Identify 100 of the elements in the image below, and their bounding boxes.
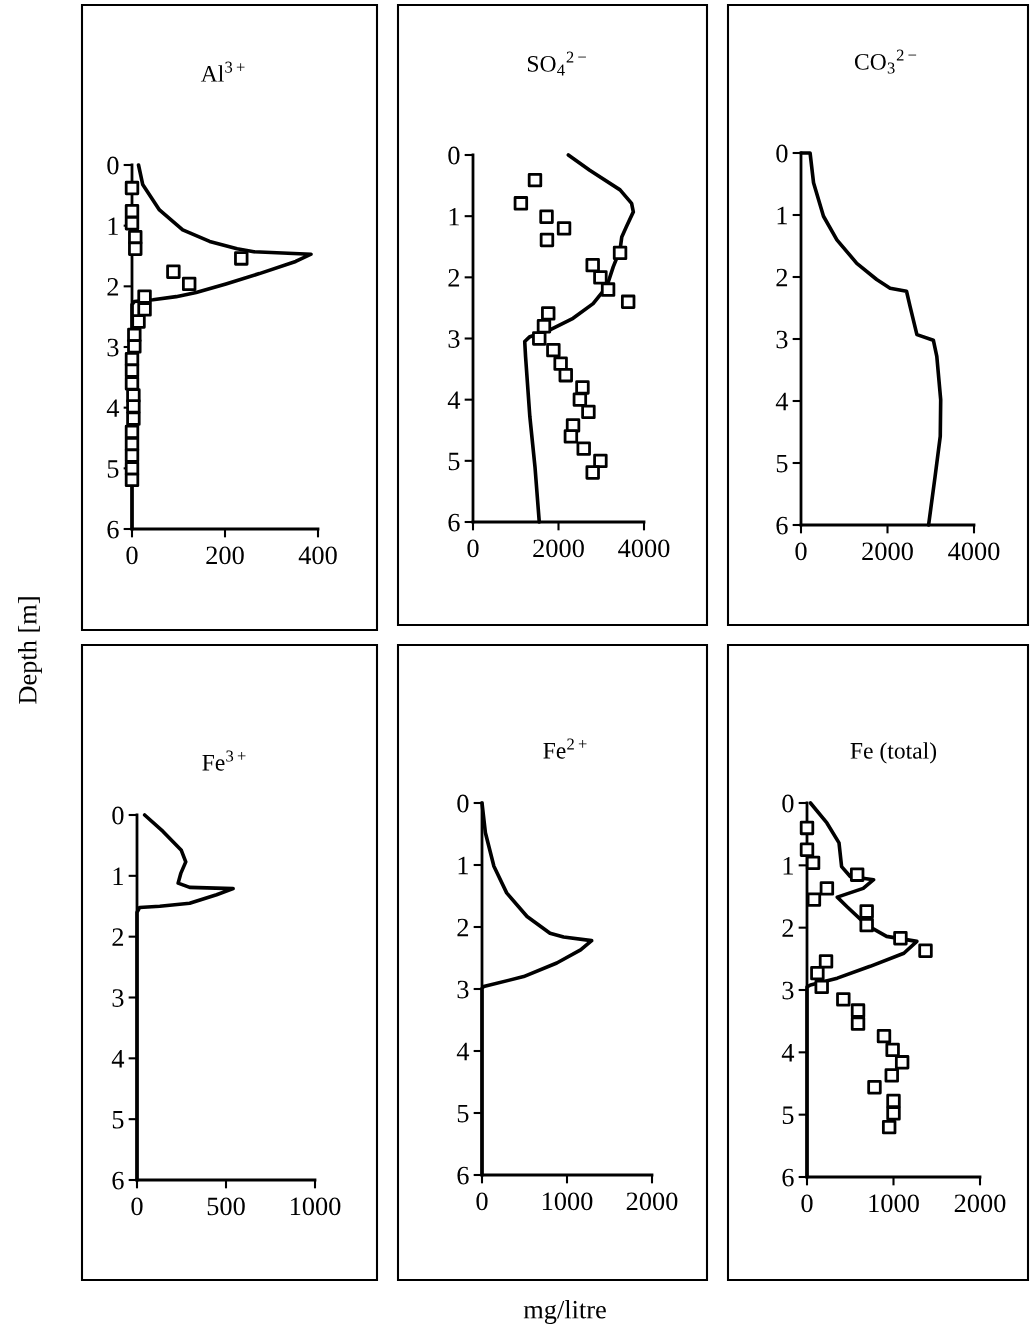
point: [541, 306, 556, 321]
y-tick-label: 4: [106, 399, 120, 417]
point: [876, 1028, 892, 1044]
x-tick-label: 0: [801, 1194, 813, 1213]
point: [867, 1080, 882, 1095]
y-tick-label: 1: [458, 856, 468, 875]
point: [539, 209, 554, 224]
x-tick-label: 2000: [533, 539, 584, 558]
y-axis-title: Depth [m]: [18, 597, 42, 704]
y-tick-label: 0: [776, 144, 788, 163]
x-tick-label: 1000: [542, 1192, 593, 1211]
y-tick-label: 1: [108, 217, 118, 235]
y-tick-label: 1: [449, 207, 459, 226]
point: [799, 842, 815, 857]
x-tick-label: 0: [476, 1192, 488, 1211]
y-tick-label: 1: [777, 206, 787, 225]
point: [886, 1093, 901, 1109]
point: [849, 867, 865, 882]
point: [563, 429, 579, 444]
point: [124, 472, 140, 488]
chart-title: CO$_{3}$$^{2−}$: [854, 49, 917, 74]
y-tick-label: 0: [782, 794, 794, 813]
point: [819, 881, 835, 896]
x-tick-label: 400: [298, 546, 337, 565]
point: [124, 448, 140, 463]
point: [137, 289, 152, 304]
point: [539, 232, 555, 248]
y-tick-label: 0: [112, 806, 124, 825]
x-tick-label: 2000: [862, 542, 913, 561]
y-tick-label: 5: [457, 1104, 469, 1123]
x-tick-label: 1000: [290, 1197, 341, 1216]
point: [585, 257, 600, 273]
point: [805, 855, 821, 871]
point: [620, 294, 636, 309]
chart-title: Fe$^{2+}$: [543, 738, 587, 759]
point: [799, 820, 815, 836]
point: [166, 264, 181, 279]
point: [918, 943, 933, 958]
y-tick-label: 6: [457, 1166, 469, 1185]
x-tick-label: 2000: [954, 1194, 1006, 1213]
point: [234, 251, 249, 266]
point: [527, 172, 543, 188]
y-tick-label: 4: [775, 392, 789, 411]
y-tick-label: 2: [776, 268, 788, 287]
point: [572, 392, 588, 407]
point: [546, 342, 561, 358]
point: [894, 1055, 910, 1070]
y-tick-label: 2: [457, 918, 469, 937]
y-tick-label: 3: [457, 980, 469, 999]
point: [886, 1106, 901, 1121]
y-tick-label: 5: [448, 452, 460, 471]
point: [881, 1119, 897, 1135]
point: [818, 954, 834, 969]
y-tick-label: 3: [448, 330, 460, 348]
x-tick-label: 0: [126, 546, 138, 565]
point: [137, 302, 152, 317]
y-tick-label: 2: [448, 269, 460, 287]
point: [553, 356, 568, 371]
y-tick-label: 5: [112, 1111, 124, 1129]
point: [859, 904, 874, 919]
y-tick-label: 2: [107, 278, 119, 296]
y-tick-label: 4: [781, 1044, 795, 1062]
y-tick-label: 5: [107, 460, 119, 478]
x-tick-label: 0: [131, 1197, 143, 1216]
point: [181, 276, 197, 292]
point: [556, 221, 572, 236]
x-tick-label: 2000: [626, 1192, 678, 1211]
y-tick-label: 5: [782, 1106, 794, 1125]
y-tick-label: 0: [457, 794, 469, 813]
point: [885, 1042, 900, 1058]
x-tick-label: 500: [207, 1197, 245, 1216]
y-tick-label: 3: [776, 330, 788, 349]
point: [884, 1068, 899, 1083]
point: [814, 979, 829, 995]
point: [593, 270, 608, 285]
y-tick-label: 1: [783, 857, 793, 875]
point: [126, 399, 141, 414]
x-axis-title: mg/litre: [523, 1300, 606, 1325]
point: [558, 368, 573, 383]
y-tick-label: 0: [107, 156, 119, 175]
point: [124, 180, 140, 196]
y-tick-label: 2: [112, 928, 124, 946]
x-tick-label: 4000: [618, 539, 670, 558]
y-tick-label: 6: [448, 513, 460, 532]
point: [127, 339, 142, 354]
point: [575, 380, 590, 395]
point: [859, 917, 874, 933]
point: [585, 465, 600, 480]
point: [126, 411, 141, 426]
chart-title: Al$^{3+}$: [200, 61, 245, 82]
point: [576, 441, 591, 456]
y-tick-label: 3: [107, 338, 119, 357]
y-tick-label: 3: [112, 989, 124, 1007]
chart-title: SO$_{4}$$^{2−}$: [527, 51, 586, 76]
y-tick-label: 4: [447, 391, 461, 409]
point: [513, 196, 529, 211]
point: [850, 1016, 866, 1031]
y-tick-label: 6: [107, 520, 119, 539]
y-tick-label: 0: [448, 146, 460, 165]
y-tick-label: 3: [782, 981, 794, 1000]
